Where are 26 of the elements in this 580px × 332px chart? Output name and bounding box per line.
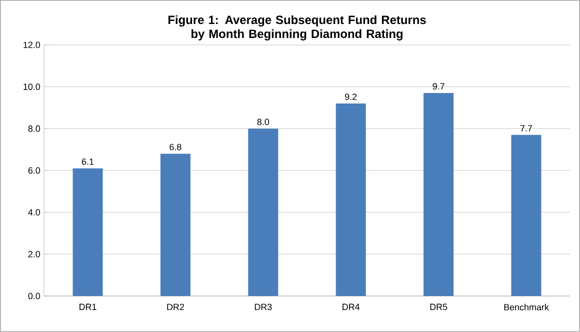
- bar: [72, 168, 103, 296]
- y-tick-label: 4.0: [28, 209, 40, 216]
- data-label: 6.8: [170, 144, 182, 150]
- bar: [160, 154, 190, 296]
- data-label: 7.7: [520, 125, 532, 132]
- y-tick-label: 2.0: [28, 251, 40, 258]
- data-label: 9.7: [432, 83, 444, 90]
- data-label: 6.1: [82, 158, 94, 165]
- y-tick-label: 6.0: [28, 167, 40, 174]
- chart-title: Figure 1: Average Subsequent Fund Returns by Month Beginning Diamond Rating: [168, 15, 426, 41]
- y-tick-label: 10.0: [24, 84, 40, 90]
- bar: [336, 104, 366, 296]
- x-tick-label: DR3: [254, 304, 272, 310]
- y-tick-label: 8.0: [28, 125, 40, 132]
- x-tick-label: DR4: [342, 304, 360, 310]
- x-tick-label: DR5: [430, 304, 448, 310]
- bar: [248, 128, 278, 296]
- data-label: 8.0: [257, 118, 270, 126]
- x-tick-label: DR1: [80, 304, 96, 310]
- x-tick-label: Benchmark: [504, 304, 549, 310]
- y-tick-label: 0.0: [28, 292, 40, 300]
- bar: [424, 93, 454, 296]
- x-tick-label: DR2: [167, 304, 184, 310]
- y-tick-label: 12.0: [24, 42, 40, 48]
- data-label: 9.2: [345, 94, 357, 100]
- bar: [511, 134, 542, 296]
